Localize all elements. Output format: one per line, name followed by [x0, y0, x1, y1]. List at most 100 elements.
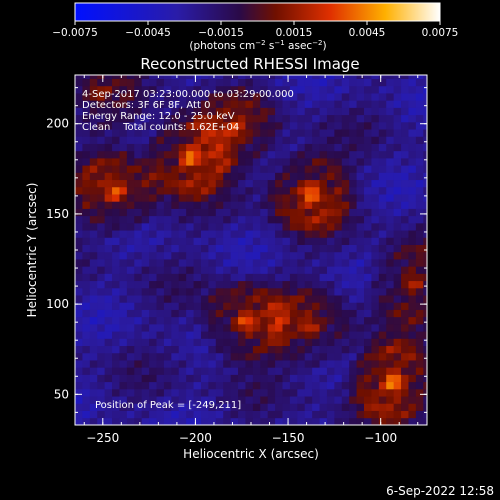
heatmap-cell: [289, 172, 298, 181]
heatmap-cell: [126, 266, 135, 274]
heatmap-cell: [97, 360, 106, 368]
heatmap-cell: [238, 150, 246, 159]
heatmap-cell: [200, 165, 209, 173]
heatmap-cell: [401, 194, 409, 202]
heatmap-cell: [134, 244, 143, 253]
heatmap-cell: [408, 215, 417, 224]
heatmap-cell: [208, 381, 217, 390]
heatmap-cell: [149, 201, 157, 209]
heatmap-cell: [319, 121, 328, 130]
heatmap-cell: [156, 417, 165, 425]
heatmap-cell: [349, 100, 357, 108]
heatmap-cell: [200, 280, 209, 289]
heatmap-cell: [75, 316, 83, 325]
heatmap-cell: [401, 331, 409, 339]
heatmap-cell: [386, 208, 395, 217]
heatmap-cell: [215, 352, 224, 361]
heatmap-cell: [75, 179, 83, 188]
heatmap-cell: [260, 323, 269, 332]
heatmap-cell: [186, 121, 194, 130]
heatmap-cell: [245, 136, 254, 144]
heatmap-cell: [163, 129, 172, 137]
heatmap-cell: [364, 374, 372, 383]
heatmap-cell: [163, 266, 172, 274]
heatmap-cell: [349, 374, 357, 383]
heatmap-cell: [89, 417, 98, 425]
heatmap-cell: [326, 287, 335, 296]
heatmap-cell: [371, 323, 380, 332]
heatmap-cell: [223, 309, 232, 318]
heatmap-cell: [275, 266, 283, 274]
heatmap-cell: [356, 280, 365, 289]
heatmap-cell: [119, 345, 128, 354]
heatmap-cell: [178, 396, 187, 404]
heatmap-cell: [89, 85, 98, 94]
heatmap-cell: [378, 75, 387, 80]
heatmap-cell: [171, 129, 180, 137]
heatmap-cell: [208, 186, 217, 195]
heatmap-cell: [104, 201, 113, 209]
heatmap-cell: [82, 114, 91, 123]
heatmap-cell: [89, 78, 98, 87]
heatmap-cell: [252, 85, 261, 94]
heatmap-cell: [119, 410, 128, 419]
heatmap-cell: [104, 367, 113, 375]
heatmap-cell: [326, 374, 335, 383]
heatmap-cell: [171, 121, 180, 130]
heatmap-cell: [200, 331, 209, 339]
heatmap-cell: [364, 129, 372, 137]
heatmap-cell: [364, 345, 372, 354]
heatmap-cell: [230, 114, 239, 123]
heatmap-cell: [378, 114, 387, 123]
heatmap-cell: [415, 396, 424, 404]
heatmap-cell: [208, 266, 217, 274]
heatmap-cell: [408, 287, 417, 296]
heatmap-cell: [275, 194, 283, 202]
heatmap-cell: [89, 338, 98, 347]
heatmap-cell: [371, 129, 380, 137]
heatmap-cell: [393, 93, 402, 101]
heatmap-cell: [289, 259, 298, 267]
heatmap-cell: [186, 143, 194, 152]
heatmap-cell: [289, 360, 298, 368]
heatmap-cell: [89, 186, 98, 195]
heatmap-cell: [401, 251, 409, 260]
heatmap-cell: [156, 352, 165, 361]
heatmap-cell: [393, 403, 402, 411]
heatmap-cell: [178, 78, 187, 87]
heatmap-cell: [252, 136, 261, 144]
heatmap-cell: [275, 114, 283, 123]
heatmap-cell: [267, 136, 276, 144]
heatmap-cell: [75, 237, 83, 245]
heatmap-cell: [223, 367, 232, 375]
heatmap-cell: [126, 352, 135, 361]
heatmap-cell: [141, 93, 150, 101]
heatmap-cell: [82, 323, 91, 332]
heatmap-cell: [223, 396, 232, 404]
heatmap-cell: [230, 295, 239, 303]
heatmap-cell: [149, 403, 157, 411]
heatmap-cell: [408, 121, 417, 130]
heatmap-cell: [141, 208, 150, 217]
heatmap-cell: [408, 201, 417, 209]
heatmap-cell: [245, 360, 254, 368]
heatmap-cell: [349, 388, 357, 397]
heatmap-cell: [112, 244, 120, 253]
heatmap-cell: [408, 417, 417, 425]
heatmap-cell: [82, 352, 91, 361]
heatmap-cell: [312, 396, 320, 404]
heatmap-cell: [334, 121, 343, 130]
heatmap-cell: [75, 186, 83, 195]
heatmap-cell: [267, 194, 276, 202]
heatmap-cell: [156, 150, 165, 159]
heatmap-cell: [364, 172, 372, 181]
heatmap-cell: [349, 381, 357, 390]
heatmap-cell: [171, 78, 180, 87]
heatmap-cell: [156, 295, 165, 303]
heatmap-cell: [304, 194, 313, 202]
heatmap-cell: [119, 338, 128, 347]
heatmap-cell: [215, 107, 224, 116]
heatmap-cell: [275, 287, 283, 296]
heatmap-cell: [215, 75, 224, 80]
heatmap-cell: [267, 259, 276, 267]
